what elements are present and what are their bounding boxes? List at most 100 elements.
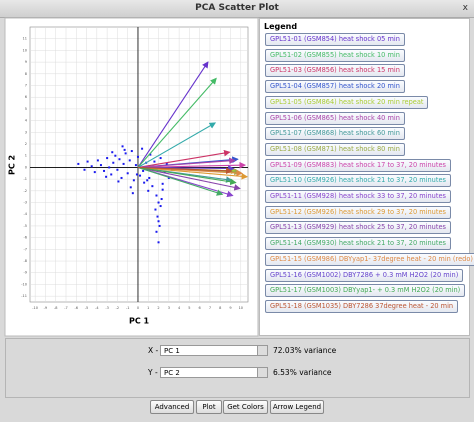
x-tick-label: -2 [116,306,120,310]
scatter-point [160,198,163,201]
legend-item[interactable]: GPL51-11 (GSM928) heat shock 33 to 37, 2… [265,190,451,203]
legend-item[interactable]: GPL51-12 (GSM926) heat shock 29 to 37, 2… [265,205,451,219]
legend-item[interactable]: GPL51-05 (GSM864) heat shock 20 min repe… [265,95,429,109]
advanced-button[interactable]: Advanced [150,400,194,414]
legend-item[interactable]: GPL51-18 (GSM1035) DBY7286 37degree heat… [265,299,459,313]
x-tick-label: 2 [157,306,159,310]
x-tick-label: 6 [199,306,201,310]
legend-item[interactable]: GPL51-09 (GSM883) heat shock 17 to 37, 2… [265,158,451,172]
scatter-point [90,165,93,168]
get-colors-button[interactable]: Get Colors [223,400,268,414]
y-tick-label: -9 [24,271,28,275]
x-tick-label: -8 [54,306,58,310]
legend-item[interactable]: GPL51-03 (GSM856) heat shock 15 min [265,64,405,78]
legend-item[interactable]: GPL51-13 (GSM929) heat shock 25 to 37, 2… [265,221,451,235]
loading-arrow [137,166,233,175]
scatter-point [143,181,146,184]
window-title: PCA Scatter Plot [195,3,279,13]
scatter-point [103,169,106,172]
scatter-point [134,164,137,167]
legend-item[interactable]: GPL51-02 (GSM855) heat shock 10 min [265,48,405,62]
y-axis-select[interactable]: PC 2 [160,367,268,378]
x-tick-label: -9 [44,306,48,310]
x-tick-label: -7 [64,306,68,310]
plot-panel: PC 1 PC 2 -10 -9 -8 -7 -6 -5 -4 -3 -2 -1 0 1 2 3 4 5 6 7 8… [4,17,259,337]
scatter-point [114,154,117,157]
scatter-point [146,179,149,182]
scatter-point [77,162,80,165]
loading-arrow [137,149,231,168]
scatter-point [129,186,132,189]
x-tick-label: 5 [188,306,190,310]
scatter-point [151,185,154,188]
x-tick-label: 1 [147,306,149,310]
legend-item[interactable]: GPL51-17 (GSM1003) DBYyap1- + 0.3 mM H2O… [265,284,466,298]
legend-item[interactable]: GPL51-14 (GSM930) heat shock 21 to 37, 2… [265,237,451,251]
scatter-point [130,150,133,153]
legend-item[interactable]: GPL51-07 (GSM868) heat shock 60 min [265,127,405,141]
scatter-point [124,152,127,155]
legend-item[interactable]: GPL51-16 (GSM1002) DBY7286 + 0.3 mM H2O2… [265,268,464,282]
legend-item[interactable]: GPL51-01 (GSM854) heat shock 05 min [265,33,405,46]
y-tick-label: 5 [25,107,27,111]
scatter-point [108,166,111,169]
scatter-point [111,151,114,154]
scatter-point [149,153,152,156]
legend-item[interactable]: GPL51-08 (GSM871) heat shock 80 min [265,142,405,156]
y-tick-label: -10 [21,282,27,286]
scatter-point [106,157,109,160]
y-tick-label: 1 [25,154,27,158]
x-tick-label: 3 [168,306,170,310]
scatter-point [147,189,150,192]
scatter-point [118,158,121,161]
scatter-point [157,220,160,223]
y-tick-label: -8 [24,259,28,263]
close-button[interactable]: x [462,3,468,13]
loading-arrow [137,161,247,169]
scatter-point [159,157,162,160]
scatter-point [116,168,119,171]
scatter-point [83,168,86,171]
arrow-legend-button[interactable]: Arrow Legend [270,400,324,414]
y-tick-label: -2 [24,189,28,193]
scatter-point [156,215,159,218]
scatter-point [112,161,115,164]
scatter-point [159,205,162,208]
x-tick-label: -3 [105,306,109,310]
x-tick-label: -10 [32,306,38,310]
legend-item[interactable]: GPL51-04 (GSM857) heat shock 20 min [265,80,405,94]
scatter-point [155,194,158,197]
y-tick-label: -3 [24,201,28,205]
y-tick-label: 8 [25,72,27,76]
scatter-point [86,160,89,163]
scatter-point [139,174,142,177]
scatter-point [155,230,158,233]
y-tick-label: -4 [24,212,28,216]
scatter-point [123,148,126,151]
x-tick-label: -5 [85,306,89,310]
plot-button[interactable]: Plot [196,400,222,414]
legend-item[interactable]: GPL51-15 (GSM986) DBYyap1- 37degree heat… [265,252,474,266]
x-axis-select[interactable]: PC 1 [160,345,268,356]
loading-arrow [137,166,241,191]
loading-arrow [137,77,217,168]
legend-item[interactable]: GPL51-10 (GSM926) heat shock 21 to 37, 2… [265,174,451,188]
scatter-point [128,159,131,162]
x-tick-label: 7 [209,306,211,310]
scatter-point [136,155,139,158]
scatter-point [93,171,96,174]
scatter-point [105,175,108,178]
scatter-point [122,162,125,165]
y-tick-label: -7 [24,247,28,251]
y-tick-label: 9 [25,60,27,64]
scatter-point [131,192,134,195]
scatter-point [96,159,99,162]
scatter-point [158,224,161,227]
y-tick-label: -1 [24,177,28,181]
y-tick-label: 4 [25,119,28,123]
scatter-point [120,176,123,179]
scatter-point [142,169,145,172]
legend-item[interactable]: GPL51-06 (GSM865) heat shock 40 min [265,111,405,125]
y-tick-label: 11 [23,37,27,41]
